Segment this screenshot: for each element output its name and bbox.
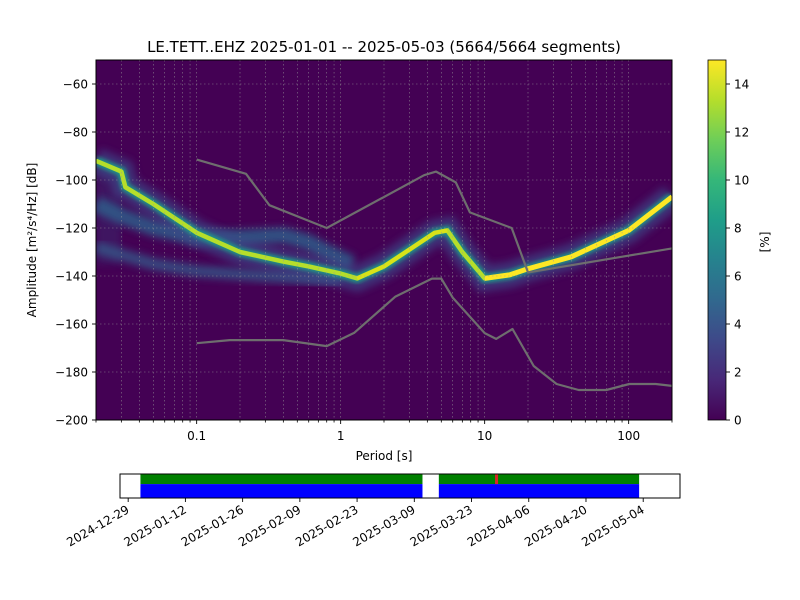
colorbar-tick-label: 2: [734, 366, 742, 380]
timeline-tick-label: 2025-05-04: [579, 502, 646, 549]
colorbar-label: [%]: [758, 232, 772, 253]
data-availability-timeline: 2024-12-292025-01-122025-01-262025-02-09…: [64, 473, 681, 549]
model-curve-nlnm: [196, 277, 672, 392]
x-axis: 0.1 1 10 100: [95, 420, 673, 443]
y-tick-label: −180: [55, 366, 88, 380]
timeline-data-segment: [438, 484, 640, 498]
y-tick-label: −200: [55, 414, 88, 428]
colorbar-tick-label: 8: [734, 222, 742, 236]
x-tick-label: 10: [477, 429, 492, 443]
timeline-marker: [495, 474, 499, 485]
y-axis: −60 −80 −100 −120 −140 −160 −180 −200: [55, 78, 96, 428]
y-tick-label: −120: [55, 222, 88, 236]
colorbar: 0 2 4 6 8 10 12 14 [%]: [707, 59, 772, 428]
heat-band-upper: [96, 196, 356, 272]
heat-ridge-peak: [484, 194, 672, 281]
timeline-tick-label: 2025-04-06: [465, 502, 532, 549]
colorbar-tick-label: 14: [734, 78, 749, 92]
timeline-used-segment: [140, 474, 423, 485]
heat-ridge-microseism: [356, 228, 448, 281]
timeline-tick-label: 2025-01-12: [121, 502, 188, 549]
timeline-border: [119, 473, 681, 499]
timeline-data-segment: [140, 484, 423, 498]
timeline-tick-label: 2024-12-29: [64, 502, 131, 549]
noise-models: [196, 158, 672, 392]
y-tick-label: −160: [55, 318, 88, 332]
colorbar-tick-label: 0: [734, 414, 742, 428]
x-axis-label: Period [s]: [356, 449, 413, 463]
timeline-tick-label: 2025-01-26: [179, 502, 246, 549]
colorbar-tick-label: 4: [734, 318, 742, 332]
y-tick-label: −100: [55, 174, 88, 188]
colorbar-tick-label: 6: [734, 270, 742, 284]
timeline-tick-label: 2025-04-20: [522, 502, 589, 549]
model-curve-nhnm: [196, 158, 672, 274]
colorbar-ticks: 0 2 4 6 8 10 12 14: [726, 78, 749, 428]
timeline-tick-label: 2025-02-23: [293, 502, 360, 549]
colorbar-tick-label: 12: [734, 126, 749, 140]
x-tick-label: 1: [337, 429, 345, 443]
timeline-tick-label: 2025-02-09: [236, 502, 303, 549]
y-tick-label: −80: [63, 126, 88, 140]
x-tick-label: 100: [617, 429, 640, 443]
colorbar-tick-label: 10: [734, 174, 749, 188]
y-tick-label: −140: [55, 270, 88, 284]
timeline-used-segment: [438, 474, 640, 485]
timeline-tick-label: 2025-03-23: [408, 502, 475, 549]
timeline-tick-label: 2025-03-09: [350, 502, 417, 549]
y-axis-label: Amplitude [m²/s⁴/Hz] [dB]: [25, 163, 39, 318]
x-tick-label: 0.1: [187, 429, 206, 443]
chart-title: LE.TETT..EHZ 2025-01-01 -- 2025-05-03 (5…: [147, 38, 621, 56]
plot-area: [95, 59, 673, 421]
heatmap-layer: [96, 148, 672, 293]
y-tick-label: −60: [63, 78, 88, 92]
colorbar-gradient: [707, 59, 727, 421]
